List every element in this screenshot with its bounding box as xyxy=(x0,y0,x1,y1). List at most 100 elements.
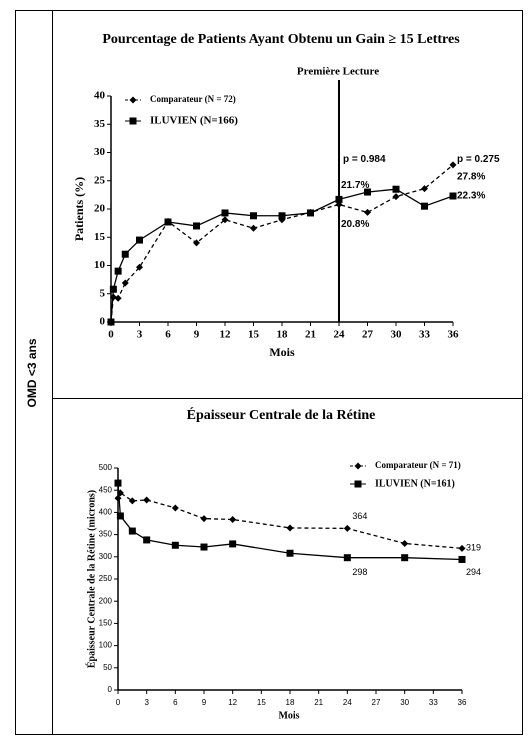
marker xyxy=(221,209,229,217)
y-tick-label: 250 xyxy=(99,574,113,583)
marker xyxy=(421,185,428,193)
marker xyxy=(128,527,136,535)
legend-label: Comparateur (N = 71) xyxy=(375,460,461,470)
marker xyxy=(343,554,351,562)
marker xyxy=(128,497,136,505)
x-axis-label: Mois xyxy=(269,345,295,359)
y-tick-label: 40 xyxy=(94,90,106,102)
marker xyxy=(401,539,409,547)
y-tick-label: 300 xyxy=(99,552,113,561)
row-label: OMD <3 ans xyxy=(25,338,39,407)
data-label: 298 xyxy=(352,567,367,577)
marker xyxy=(200,515,208,523)
x-tick-label: 6 xyxy=(165,329,171,341)
y-tick-label: 450 xyxy=(99,485,113,494)
marker xyxy=(307,209,314,217)
marker xyxy=(458,555,466,563)
x-tick-label: 24 xyxy=(343,698,352,707)
marker xyxy=(229,516,237,524)
x-tick-label: 24 xyxy=(334,329,346,341)
series-line xyxy=(117,483,463,561)
x-tick-label: 27 xyxy=(362,329,374,341)
marker xyxy=(401,554,409,562)
y-tick-label: 50 xyxy=(103,663,112,672)
x-axis-label: Mois xyxy=(278,710,299,721)
marker xyxy=(164,218,172,226)
y-tick-label: 35 xyxy=(94,118,106,130)
x-tick-label: 15 xyxy=(257,698,266,707)
y-axis-label: Épaisseur Centrale de la Rétine (microns… xyxy=(85,490,97,668)
y-tick-label: 200 xyxy=(99,596,113,605)
y-tick-label: 5 xyxy=(100,287,106,299)
x-tick-label: 3 xyxy=(137,329,143,341)
marker xyxy=(364,188,371,196)
series-line xyxy=(110,188,454,323)
x-tick-label: 33 xyxy=(429,698,438,707)
marker xyxy=(109,285,117,293)
y-tick-label: 0 xyxy=(100,316,106,328)
marker xyxy=(143,536,151,544)
x-tick-label: 6 xyxy=(173,698,178,707)
marker xyxy=(171,541,179,549)
marker xyxy=(335,195,343,203)
series-line xyxy=(117,491,463,550)
marker xyxy=(114,479,122,487)
x-tick-label: 27 xyxy=(372,698,381,707)
annotation: p = 0.984 xyxy=(343,154,386,165)
x-tick-label: 36 xyxy=(448,329,460,341)
marker xyxy=(364,208,371,216)
y-tick-label: 30 xyxy=(94,146,106,158)
data-label: 364 xyxy=(352,511,367,521)
y-tick-label: 20 xyxy=(94,203,106,215)
data-label: 21.7% xyxy=(341,180,369,191)
x-tick-label: 3 xyxy=(144,698,149,707)
y-tick-label: 25 xyxy=(94,174,106,186)
x-tick-label: 18 xyxy=(286,698,295,707)
marker xyxy=(343,524,351,532)
marker xyxy=(114,294,122,302)
x-tick-label: 30 xyxy=(400,698,409,707)
chart-title: Épaisseur Centrale de la Rétine xyxy=(187,406,376,423)
y-tick-label: 100 xyxy=(99,641,113,650)
marker xyxy=(286,524,294,532)
marker xyxy=(221,216,229,224)
x-tick-label: 30 xyxy=(391,329,403,341)
data-label: 319 xyxy=(466,543,481,553)
marker xyxy=(171,504,179,512)
marker xyxy=(136,236,143,244)
marker xyxy=(121,250,129,258)
data-label: 294 xyxy=(466,567,481,577)
marker xyxy=(449,161,457,169)
x-tick-label: 9 xyxy=(202,698,207,707)
x-tick-label: 36 xyxy=(458,698,467,707)
marker xyxy=(114,267,122,275)
marker xyxy=(121,279,129,287)
marker xyxy=(193,239,200,247)
marker xyxy=(278,212,286,220)
marker xyxy=(421,202,428,210)
chart-title: Pourcentage de Patients Ayant Obtenu un … xyxy=(102,32,460,47)
data-label: 27.8% xyxy=(457,172,485,183)
reference-label: Première Lecture xyxy=(297,66,379,78)
marker xyxy=(392,185,400,193)
x-tick-label: 21 xyxy=(305,329,316,341)
y-tick-label: 0 xyxy=(108,685,113,694)
data-label: 20.8% xyxy=(341,219,369,230)
x-tick-label: 21 xyxy=(314,698,323,707)
y-tick-label: 10 xyxy=(94,259,106,271)
y-tick-label: 15 xyxy=(94,231,106,243)
x-tick-label: 0 xyxy=(108,329,114,341)
y-axis-label: Patients (%) xyxy=(72,177,86,241)
marker xyxy=(449,192,457,200)
marker xyxy=(250,224,257,232)
x-tick-label: 0 xyxy=(116,698,121,707)
series-line xyxy=(110,164,454,323)
marker xyxy=(458,544,466,552)
x-tick-label: 33 xyxy=(419,329,431,341)
frame xyxy=(15,10,523,735)
marker xyxy=(392,193,400,201)
x-tick-label: 12 xyxy=(220,329,232,341)
legend-label: ILUVIEN (N=161) xyxy=(375,478,455,489)
data-label: 22.3% xyxy=(457,191,485,202)
